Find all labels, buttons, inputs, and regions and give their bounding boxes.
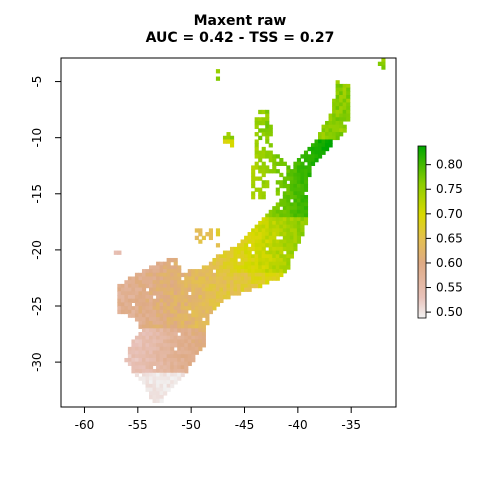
x-tick-label: -60 bbox=[75, 418, 95, 432]
y-tick-label: -30 bbox=[30, 352, 44, 372]
x-tick-label: -45 bbox=[235, 418, 255, 432]
y-tick-label: -10 bbox=[30, 128, 44, 148]
x-tick-label: -35 bbox=[341, 418, 361, 432]
legend-tick-label: 0.75 bbox=[436, 182, 463, 196]
legend-tick-label: 0.80 bbox=[436, 158, 463, 172]
x-tick-label: -50 bbox=[181, 418, 201, 432]
map-subtitle: AUC = 0.42 - TSS = 0.27 bbox=[145, 30, 335, 46]
legend-tick-label: 0.60 bbox=[436, 256, 463, 270]
legend-tick-label: 0.70 bbox=[436, 207, 463, 221]
y-tick-label: -15 bbox=[30, 184, 44, 204]
x-axis: -60 -55 -50 -45 -40 -35 bbox=[75, 406, 361, 432]
legend-tick-label: 0.55 bbox=[436, 281, 463, 295]
y-axis: -5 -10 -15 -20 -25 -30 bbox=[30, 76, 62, 372]
x-tick-label: -40 bbox=[288, 418, 308, 432]
x-tick-label: -55 bbox=[128, 418, 148, 432]
y-tick-label: -20 bbox=[30, 240, 44, 260]
y-tick-label: -5 bbox=[30, 76, 44, 88]
y-tick-label: -25 bbox=[30, 296, 44, 316]
legend-axis: 0.50 0.55 0.60 0.65 0.70 0.75 0.80 bbox=[426, 158, 463, 319]
raster-layer bbox=[113, 58, 386, 403]
legend-colorbar bbox=[417, 145, 427, 319]
legend-tick-label: 0.50 bbox=[436, 305, 463, 319]
map-title: Maxent raw bbox=[193, 13, 287, 29]
legend-tick-label: 0.65 bbox=[436, 231, 463, 245]
